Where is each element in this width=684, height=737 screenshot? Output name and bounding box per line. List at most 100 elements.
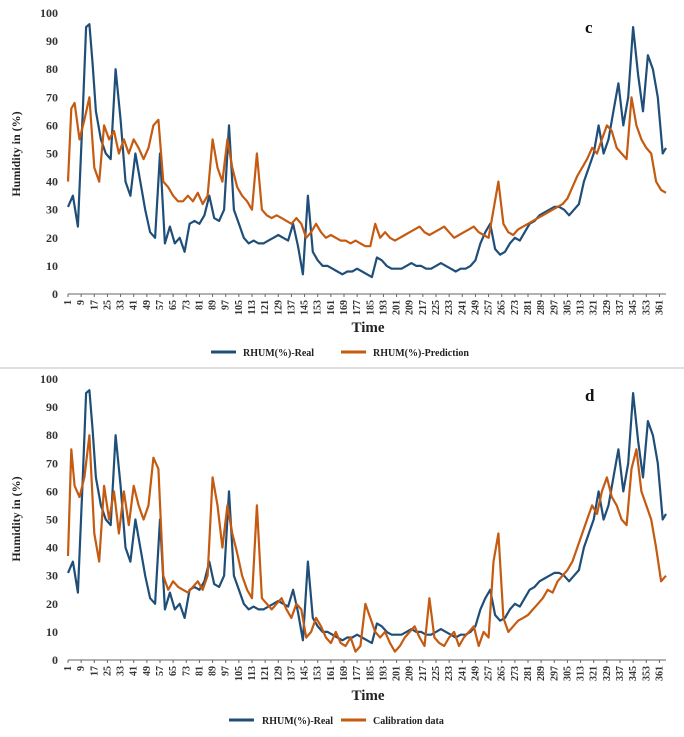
x-tick-label: 297 bbox=[549, 300, 560, 315]
x-axis-title: Time bbox=[351, 320, 384, 336]
x-tick-label: 137 bbox=[286, 666, 297, 681]
x-tick-label: 89 bbox=[208, 300, 219, 310]
x-tick-label: 265 bbox=[497, 666, 508, 681]
y-tick-label: 90 bbox=[46, 34, 58, 48]
x-tick-label: 161 bbox=[326, 300, 337, 315]
y-tick-label: 100 bbox=[40, 6, 58, 20]
x-tick-label: 17 bbox=[89, 300, 100, 310]
y-tick-label: 50 bbox=[46, 513, 58, 527]
legend-label-real: RHUM(%)-Real bbox=[243, 348, 314, 359]
y-tick-label: 10 bbox=[46, 259, 58, 273]
x-tick-label: 33 bbox=[116, 666, 127, 676]
x-tick-label: 225 bbox=[431, 666, 442, 681]
x-tick-label: 241 bbox=[457, 300, 468, 315]
y-tick-label: 100 bbox=[40, 372, 58, 386]
x-tick-label: 105 bbox=[234, 300, 245, 315]
y-tick-label: 30 bbox=[46, 569, 58, 583]
x-tick-label: 49 bbox=[142, 666, 153, 676]
x-tick-label: 177 bbox=[352, 300, 363, 315]
x-tick-label: 161 bbox=[326, 666, 337, 681]
series-lines bbox=[66, 23, 667, 279]
x-tick-label: 329 bbox=[602, 300, 613, 315]
x-tick-label: 337 bbox=[615, 300, 626, 315]
x-tick-label: 281 bbox=[523, 300, 534, 315]
legend: RHUM(%)-Real RHUM(%)-Prediction bbox=[211, 348, 469, 359]
x-tick-label: 305 bbox=[562, 666, 573, 681]
y-tick-label: 50 bbox=[46, 147, 58, 161]
x-tick-label: 73 bbox=[181, 666, 192, 676]
x-tick-label: 193 bbox=[378, 666, 389, 681]
y-tick-label: 60 bbox=[46, 118, 58, 132]
x-tick-label: 281 bbox=[523, 666, 534, 681]
x-tick-label: 313 bbox=[576, 300, 587, 315]
x-tick-label: 73 bbox=[181, 300, 192, 310]
x-tick-label: 105 bbox=[234, 666, 245, 681]
y-tick-labels: 0 10 20 30 40 50 60 70 80 90 100 bbox=[40, 372, 58, 667]
x-tick-label: 177 bbox=[352, 666, 363, 681]
x-tick-label: 241 bbox=[457, 666, 468, 681]
y-tick-label: 30 bbox=[46, 203, 58, 217]
x-tick-label: 89 bbox=[208, 666, 219, 676]
x-tick-label: 345 bbox=[628, 300, 639, 315]
x-tick-label: 321 bbox=[589, 666, 600, 681]
x-tick-label: 25 bbox=[102, 666, 113, 676]
x-tick-label: 121 bbox=[260, 666, 271, 681]
x-tick-label: 361 bbox=[654, 666, 665, 681]
x-tick-label: 65 bbox=[168, 666, 179, 676]
x-tick-labels: 1 9 17 25 33 41 49 57 65 73 81 89 97 105 113 121 129 137 1… bbox=[63, 660, 665, 681]
legend: RHUM(%)-Real Calibration data bbox=[229, 716, 444, 727]
x-tick-label: 81 bbox=[194, 300, 205, 310]
series-line-predicted bbox=[66, 96, 667, 248]
x-tick-label: 129 bbox=[273, 300, 284, 315]
series-line-real bbox=[66, 23, 667, 279]
x-tick-label: 185 bbox=[365, 300, 376, 315]
x-tick-label: 153 bbox=[313, 300, 324, 315]
y-tick-label: 90 bbox=[46, 400, 58, 414]
x-tick-label: 41 bbox=[129, 300, 140, 310]
y-tick-label: 80 bbox=[46, 62, 58, 76]
x-tick-label: 145 bbox=[300, 300, 311, 315]
chart-panel-d: Humidity in (%) 0 10 20 30 40 50 60 70 80 90 100 1… bbox=[9, 372, 667, 727]
x-tick-label: 9 bbox=[76, 300, 87, 305]
x-tick-label: 273 bbox=[510, 300, 521, 315]
x-tick-label: 257 bbox=[484, 300, 495, 315]
x-tick-label: 297 bbox=[549, 666, 560, 681]
x-tick-label: 321 bbox=[589, 300, 600, 315]
x-tick-label: 169 bbox=[339, 300, 350, 315]
x-tick-label: 193 bbox=[378, 300, 389, 315]
y-tick-label: 20 bbox=[46, 597, 58, 611]
x-tick-label: 41 bbox=[129, 666, 140, 676]
x-tick-label: 33 bbox=[116, 300, 127, 310]
series-lines bbox=[66, 389, 667, 653]
x-tick-label: 9 bbox=[76, 666, 87, 671]
chart-panel-c: Humidity in (%) 0 10 20 30 40 50 60 70 80 90 100 1… bbox=[9, 6, 667, 359]
x-tick-label: 313 bbox=[576, 666, 587, 681]
x-tick-label: 185 bbox=[365, 666, 376, 681]
x-tick-label: 209 bbox=[405, 300, 416, 315]
x-tick-label: 249 bbox=[470, 666, 481, 681]
y-tick-label: 10 bbox=[46, 625, 58, 639]
x-tick-label: 201 bbox=[392, 300, 403, 315]
x-tick-label: 201 bbox=[392, 666, 403, 681]
y-tick-labels: 0 10 20 30 40 50 60 70 80 90 100 bbox=[40, 6, 58, 301]
panel-label: d bbox=[585, 386, 595, 405]
x-tick-label: 233 bbox=[444, 666, 455, 681]
x-tick-label: 137 bbox=[286, 300, 297, 315]
legend-label-predicted: RHUM(%)-Prediction bbox=[373, 348, 469, 359]
x-tick-label: 153 bbox=[313, 666, 324, 681]
x-tick-label: 57 bbox=[155, 300, 166, 310]
x-tick-label: 233 bbox=[444, 300, 455, 315]
x-tick-label: 113 bbox=[247, 666, 258, 680]
x-tick-label: 209 bbox=[405, 666, 416, 681]
x-tick-labels: 1 9 17 25 33 41 49 57 65 73 81 89 97 105 113 121 129 137 1… bbox=[63, 294, 665, 315]
x-tick-label: 289 bbox=[536, 666, 547, 681]
x-tick-label: 289 bbox=[536, 300, 547, 315]
x-tick-label: 113 bbox=[247, 300, 258, 314]
x-tick-label: 217 bbox=[418, 300, 429, 315]
x-tick-label: 353 bbox=[641, 666, 652, 681]
y-tick-label: 40 bbox=[46, 175, 58, 189]
panel-label: c bbox=[585, 18, 593, 37]
y-axis-title: Humidity in (%) bbox=[9, 111, 23, 196]
x-tick-label: 121 bbox=[260, 300, 271, 315]
